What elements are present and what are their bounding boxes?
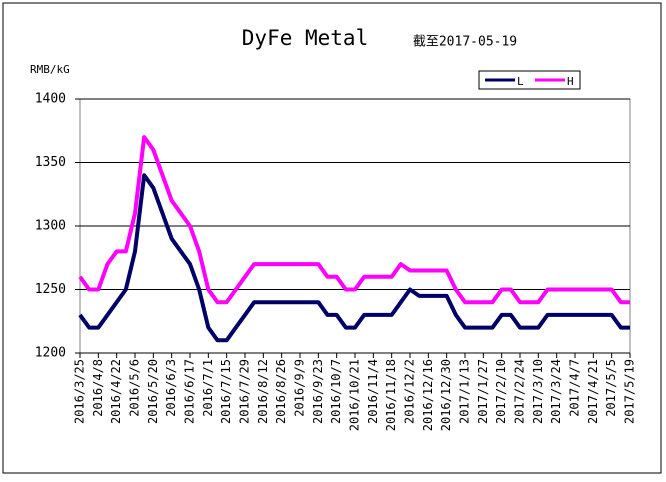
x-tick-label: 2016/11/18	[384, 359, 398, 431]
legend	[478, 70, 581, 90]
line-series	[78, 173, 630, 343]
x-tick-label: 2017/4/7	[568, 359, 582, 417]
x-tick-label: 2016/12/2	[403, 359, 417, 424]
x-tick-label: 2016/8/26	[274, 359, 288, 424]
y-tick-label: 1400	[35, 92, 66, 107]
x-tick-label: 2016/4/22	[109, 359, 123, 424]
y-tick-label: 1350	[35, 155, 66, 170]
x-tick-label: 2017/2/24	[513, 359, 527, 424]
y-axis-label: RMB/kG	[30, 63, 70, 76]
x-tick-label: 2016/10/21	[348, 359, 362, 431]
x-tick-label: 2016/12/30	[439, 359, 453, 431]
x-tick-label: 2016/6/3	[164, 359, 178, 417]
chart-subtitle: 截至2017-05-19	[413, 35, 517, 50]
line-series	[78, 135, 630, 305]
x-tick-label: 2017/5/19	[623, 359, 637, 424]
x-tick-label: 2016/6/17	[183, 359, 197, 424]
x-tick-label: 2016/11/4	[366, 359, 380, 424]
x-tick-label: 2016/3/25	[73, 359, 87, 424]
x-tick-label: 2017/5/5	[604, 359, 618, 417]
x-tick-label: 2016/5/6	[128, 359, 142, 417]
x-tick-label: 2017/4/21	[586, 359, 600, 424]
x-tick-label: 2016/12/16	[421, 359, 435, 431]
x-tick-label: 2016/10/7	[329, 359, 343, 424]
x-tick-label: 2016/7/15	[219, 359, 233, 424]
x-tick-label: 2016/5/20	[146, 359, 160, 424]
x-tick-label: 2017/1/27	[476, 359, 490, 424]
chart-title: DyFe Metal	[242, 26, 368, 50]
legend-label: H	[567, 75, 574, 88]
legend-label: L	[517, 75, 524, 88]
x-tick-label: 2017/3/24	[549, 359, 563, 424]
y-tick-label: 1300	[35, 219, 66, 234]
y-tick-label: 1200	[35, 346, 66, 361]
x-tick-label: 2016/9/9	[293, 359, 307, 417]
x-tick-label: 2017/2/10	[494, 359, 508, 424]
y-tick-label: 1250	[35, 282, 66, 297]
x-tick-label: 2016/7/29	[238, 359, 252, 424]
x-tick-label: 2016/9/23	[311, 359, 325, 424]
x-tick-label: 2016/8/12	[256, 359, 270, 424]
x-tick-label: 2016/7/1	[201, 359, 215, 417]
x-tick-label: 2017/3/10	[531, 359, 545, 424]
x-tick-label: 2017/1/13	[458, 359, 472, 424]
x-tick-label: 2016/4/8	[91, 359, 105, 417]
